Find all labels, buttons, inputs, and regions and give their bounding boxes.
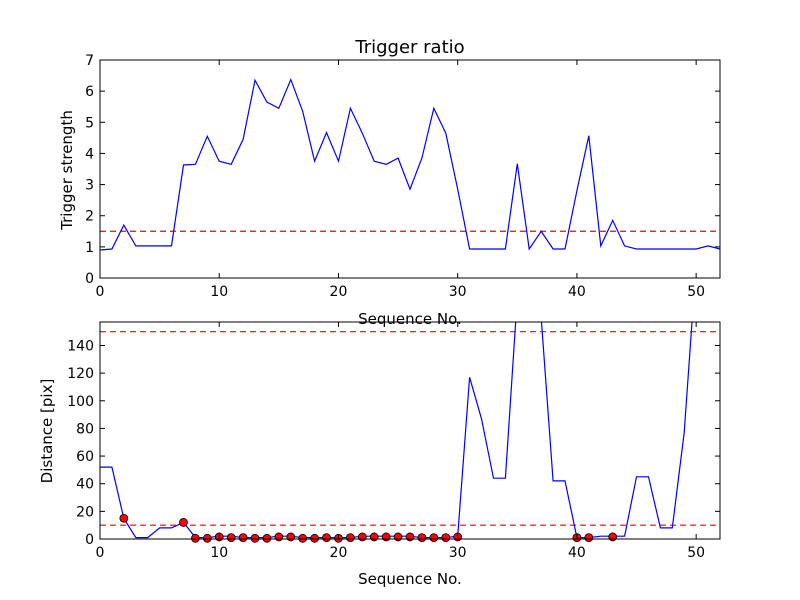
axes-frame: [99, 59, 721, 279]
y-tick-label: 0: [85, 271, 94, 287]
axes-frame: [99, 321, 721, 540]
x-tick-label: 40: [568, 284, 586, 300]
x-tick-label: 10: [210, 545, 228, 561]
x-tick-label: 50: [687, 284, 705, 300]
y-tick-label: 0: [85, 532, 94, 548]
data-point: [584, 533, 594, 543]
y-tick-label: 3: [85, 178, 94, 194]
y-tick-label: 40: [76, 477, 94, 493]
y-tick-label: 100: [67, 394, 94, 410]
y-tick-label: 20: [76, 504, 94, 520]
data-point: [202, 533, 212, 543]
data-point: [405, 532, 415, 542]
y-tick-label: 60: [76, 449, 94, 465]
x-tick-label: 10: [210, 284, 228, 300]
data-point: [310, 533, 320, 543]
data-point: [190, 533, 200, 543]
data-point: [274, 532, 284, 542]
data-point: [322, 533, 331, 543]
x-tick-label: 30: [449, 545, 467, 561]
y-tick-label: 2: [85, 209, 94, 225]
data-point: [381, 532, 391, 542]
plot-area: [100, 77, 720, 251]
y-axis-label: Trigger strength: [58, 110, 76, 231]
x-tick-label: 30: [449, 284, 467, 300]
data-point: [286, 532, 296, 542]
data-point: [119, 513, 129, 523]
x-tick-label: 20: [330, 284, 348, 300]
series-line: [100, 77, 720, 251]
y-tick-label: 120: [67, 366, 94, 382]
x-tick-label: 20: [330, 545, 348, 561]
data-point: [357, 532, 367, 542]
y-axis-label: Distance [pix]: [38, 379, 56, 484]
data-point: [250, 533, 260, 543]
trigger-ratio-chart: Trigger ratio Sequence No. Trigger stren…: [58, 37, 721, 328]
x-tick-label: 0: [96, 284, 105, 300]
y-tick-label: 6: [85, 84, 94, 100]
y-tick-label: 80: [76, 421, 94, 437]
x-axis-label: Sequence No.: [358, 570, 462, 588]
x-tick-label: 50: [687, 545, 705, 561]
data-point: [226, 533, 236, 543]
data-point: [608, 532, 618, 542]
x-axis-label: Sequence No.: [358, 310, 462, 328]
data-point: [298, 533, 308, 543]
data-point: [238, 533, 248, 543]
data-point: [429, 533, 439, 543]
data-point: [417, 533, 427, 543]
x-tick-label: 0: [96, 545, 105, 561]
data-point: [369, 532, 379, 542]
y-tick-label: 140: [67, 338, 94, 354]
distance-chart: Sequence No. Distance [pix] 0 10 20 30 40 50 0…: [38, 321, 721, 588]
y-tick-label: 1: [85, 240, 94, 256]
data-point: [345, 533, 355, 543]
data-point: [262, 533, 272, 543]
chart-title: Trigger ratio: [354, 37, 464, 58]
data-point: [179, 518, 188, 527]
data-point: [441, 533, 451, 543]
data-point: [393, 532, 403, 542]
x-tick-label: 40: [568, 545, 586, 561]
y-tick-label: 5: [85, 115, 94, 131]
y-tick-label: 7: [85, 53, 94, 69]
y-tick-label: 4: [85, 146, 94, 162]
